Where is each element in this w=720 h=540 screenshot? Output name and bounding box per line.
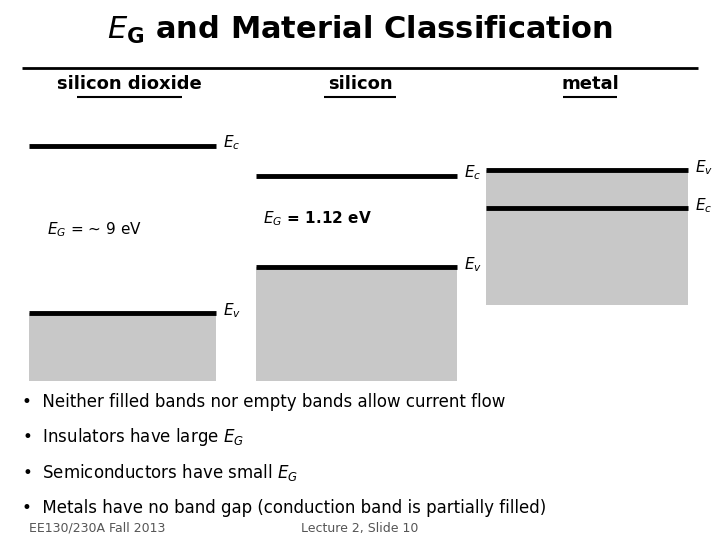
Text: $E_v$: $E_v$	[695, 158, 713, 177]
Text: •  Semiconductors have small $\mathit{E}_{G}$: • Semiconductors have small $\mathit{E}_…	[22, 462, 297, 483]
Text: •  Insulators have large $\mathit{E}_{G}$: • Insulators have large $\mathit{E}_{G}$	[22, 427, 243, 448]
Text: $\mathit{E}_{G}$ = 1.12 eV: $\mathit{E}_{G}$ = 1.12 eV	[263, 210, 372, 228]
Text: •  Neither filled bands nor empty bands allow current flow: • Neither filled bands nor empty bands a…	[22, 393, 505, 411]
Text: EE130/230A Fall 2013: EE130/230A Fall 2013	[29, 522, 165, 535]
Text: $E_c$: $E_c$	[695, 196, 712, 214]
Text: $\mathbf{\mathit{E}_{G}}$ and Material Classification: $\mathbf{\mathit{E}_{G}}$ and Material C…	[107, 14, 613, 46]
Bar	[486, 170, 688, 305]
Text: $E_v$: $E_v$	[223, 301, 241, 320]
Text: metal: metal	[562, 75, 619, 93]
Bar	[256, 267, 457, 381]
Text: silicon: silicon	[328, 75, 392, 93]
Text: $E_c$: $E_c$	[223, 134, 240, 152]
Text: $E_c$: $E_c$	[464, 164, 482, 182]
Text: $E_v$: $E_v$	[464, 255, 482, 274]
Bar	[29, 313, 216, 381]
Text: Lecture 2, Slide 10: Lecture 2, Slide 10	[301, 522, 419, 535]
Text: $\mathit{E}_{G}$ = ~ 9 eV: $\mathit{E}_{G}$ = ~ 9 eV	[47, 220, 142, 239]
Text: silicon dioxide: silicon dioxide	[57, 75, 202, 93]
Text: •  Metals have no band gap (conduction band is partially filled): • Metals have no band gap (conduction ba…	[22, 498, 546, 517]
